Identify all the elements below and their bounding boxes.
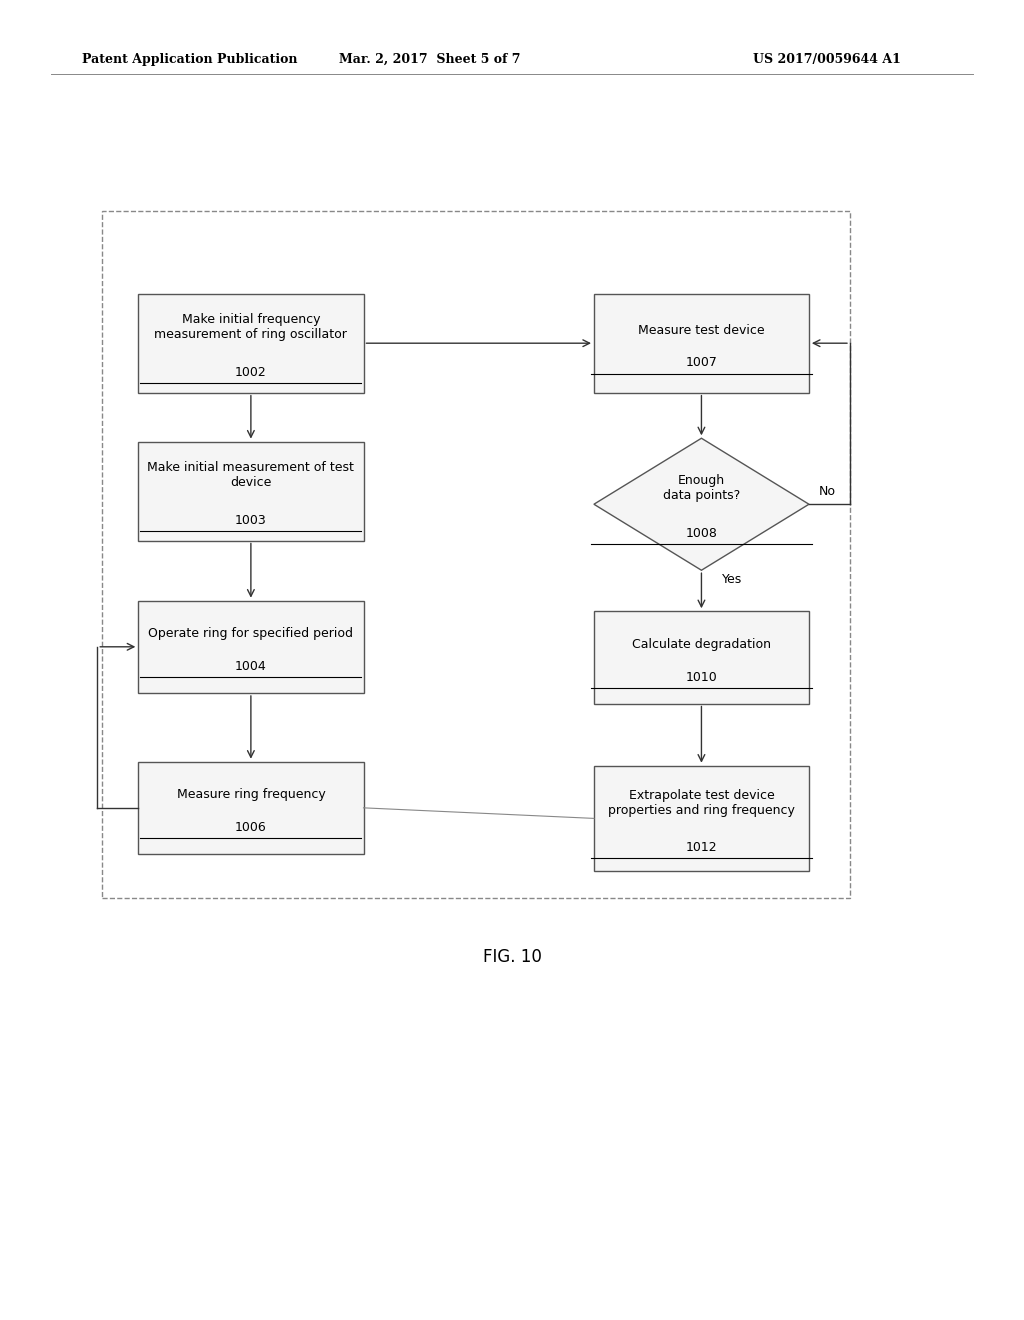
Text: Operate ring for specified period: Operate ring for specified period [148, 627, 353, 640]
FancyBboxPatch shape [138, 441, 364, 541]
FancyBboxPatch shape [594, 766, 809, 871]
Text: 1004: 1004 [234, 660, 267, 673]
Text: Measure ring frequency: Measure ring frequency [176, 788, 326, 801]
Text: Calculate degradation: Calculate degradation [632, 638, 771, 651]
Text: Yes: Yes [722, 573, 742, 586]
Text: 1007: 1007 [685, 356, 718, 370]
Text: Make initial frequency
measurement of ring oscillator: Make initial frequency measurement of ri… [155, 313, 347, 342]
Text: FIG. 10: FIG. 10 [482, 948, 542, 966]
Text: No: No [819, 484, 837, 498]
FancyBboxPatch shape [138, 294, 364, 393]
Polygon shape [594, 438, 809, 570]
Text: 1006: 1006 [234, 821, 267, 834]
Text: 1003: 1003 [234, 513, 267, 527]
Text: Patent Application Publication: Patent Application Publication [82, 53, 297, 66]
FancyBboxPatch shape [138, 762, 364, 854]
Text: 1008: 1008 [685, 527, 718, 540]
Text: Measure test device: Measure test device [638, 323, 765, 337]
Text: US 2017/0059644 A1: US 2017/0059644 A1 [754, 53, 901, 66]
Text: Enough
data points?: Enough data points? [663, 474, 740, 503]
Text: 1010: 1010 [685, 671, 718, 684]
Text: 1002: 1002 [234, 366, 267, 379]
FancyBboxPatch shape [138, 601, 364, 693]
FancyBboxPatch shape [594, 611, 809, 704]
Text: Extrapolate test device
properties and ring frequency: Extrapolate test device properties and r… [608, 788, 795, 817]
Text: Mar. 2, 2017  Sheet 5 of 7: Mar. 2, 2017 Sheet 5 of 7 [339, 53, 521, 66]
Bar [102, 211, 850, 898]
Text: Make initial measurement of test
device: Make initial measurement of test device [147, 461, 354, 490]
FancyBboxPatch shape [594, 294, 809, 393]
Text: 1012: 1012 [686, 841, 717, 854]
